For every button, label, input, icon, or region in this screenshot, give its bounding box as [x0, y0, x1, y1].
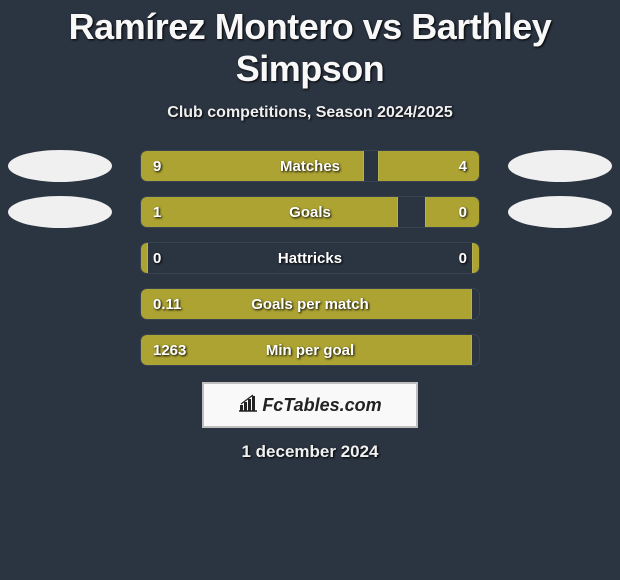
stat-row: 0 0Hattricks	[0, 238, 620, 284]
stat-rows: 94Matches10Goals00Hattricks0.11Goals per…	[0, 146, 620, 376]
stat-bar-left	[141, 197, 398, 227]
stat-row: 0.11Goals per match	[0, 284, 620, 330]
stat-value-left: 0	[141, 243, 173, 273]
subtitle: Club competitions, Season 2024/2025	[0, 104, 620, 122]
stat-bar: 1263Min per goal	[140, 334, 480, 366]
logo: FcTables.com	[238, 394, 381, 417]
player-photo-left	[8, 150, 112, 182]
logo-text: FcTables.com	[262, 395, 381, 416]
stat-row: 94Matches	[0, 146, 620, 192]
stat-value-right: 0	[447, 197, 479, 227]
stat-value-right: 0	[447, 243, 479, 273]
stat-value-left: 0.11	[141, 289, 193, 319]
bar-chart-icon	[238, 394, 258, 417]
stat-value-right: 4	[447, 151, 479, 181]
stat-value-left: 1	[141, 197, 173, 227]
player-photo-right	[508, 150, 612, 182]
stat-value-left: 1263	[141, 335, 198, 365]
stat-row: 1263Min per goal	[0, 330, 620, 376]
comparison-card: Ramírez Montero vs Barthley Simpson Club…	[0, 0, 620, 462]
stat-bar: 10Goals	[140, 196, 480, 228]
stat-bar: 94Matches	[140, 150, 480, 182]
stat-value-left: 9	[141, 151, 173, 181]
page-title: Ramírez Montero vs Barthley Simpson	[0, 6, 620, 90]
stat-bar-left	[141, 151, 364, 181]
stat-bar: 0 0Hattricks	[140, 242, 480, 274]
date-line: 1 december 2024	[0, 442, 620, 462]
logo-box[interactable]: FcTables.com	[202, 382, 418, 428]
stat-label: Hattricks	[141, 243, 479, 273]
stat-row: 10Goals	[0, 192, 620, 238]
player-photo-left	[8, 196, 112, 228]
stat-bar: 0.11Goals per match	[140, 288, 480, 320]
player-photo-right	[508, 196, 612, 228]
